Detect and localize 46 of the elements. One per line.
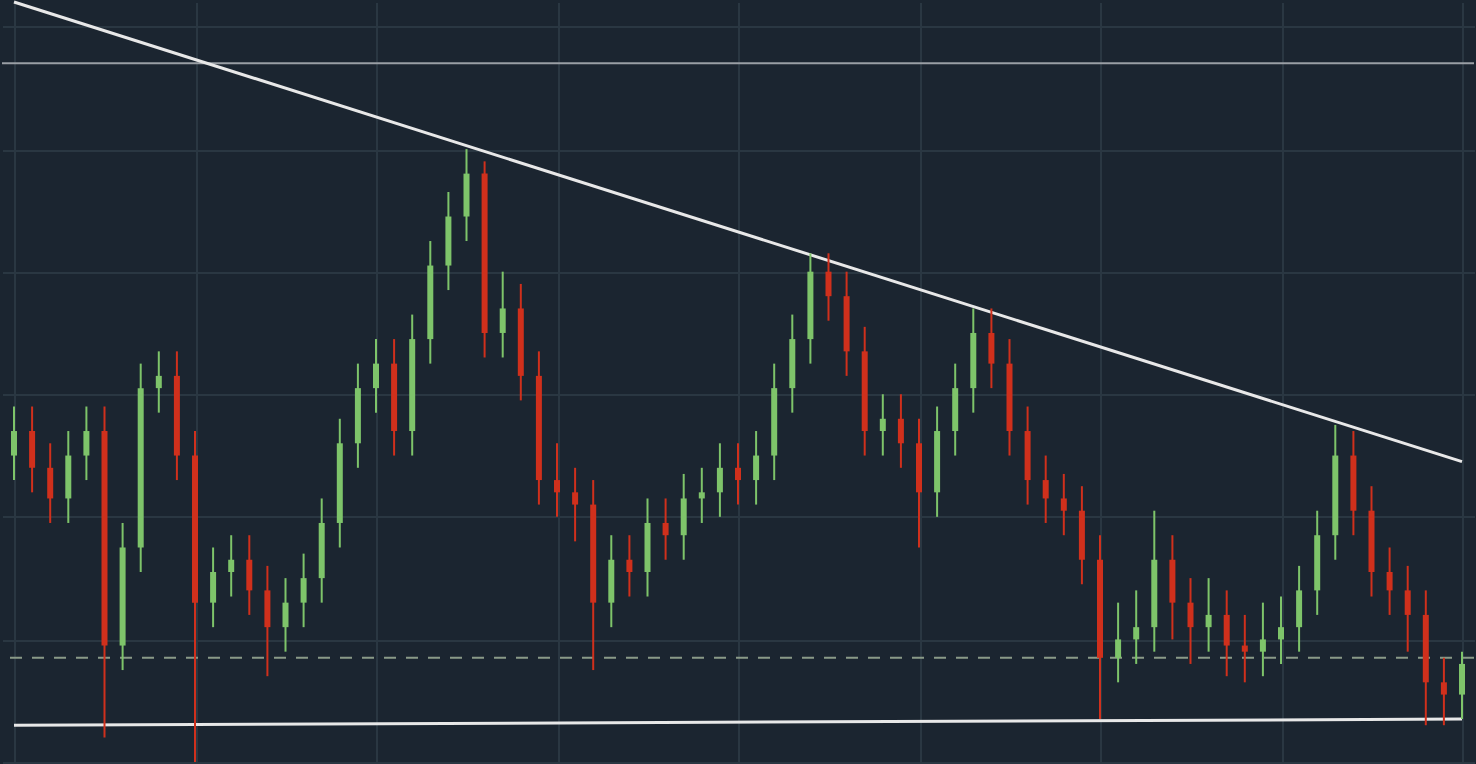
candlestick bbox=[753, 430, 760, 506]
candlestick bbox=[1440, 656, 1447, 727]
candlestick bbox=[300, 552, 307, 629]
candlestick bbox=[1241, 613, 1248, 684]
candlestick bbox=[554, 442, 560, 518]
candlestick bbox=[626, 534, 633, 598]
candlestick bbox=[1187, 577, 1194, 665]
candlestick bbox=[1115, 601, 1122, 684]
candlestick bbox=[246, 534, 253, 616]
candlestick bbox=[1223, 589, 1230, 678]
candlestick bbox=[1386, 546, 1393, 616]
candlestick bbox=[988, 307, 995, 390]
candlestick bbox=[1042, 454, 1049, 524]
candlestick bbox=[228, 534, 235, 598]
candlestick bbox=[879, 393, 886, 457]
candlestick bbox=[47, 442, 54, 524]
candlestick bbox=[11, 405, 17, 482]
candlestick bbox=[282, 577, 289, 653]
candlestick bbox=[952, 362, 959, 457]
candlestick bbox=[83, 405, 90, 482]
candlestick bbox=[499, 270, 506, 359]
candlestick bbox=[716, 442, 723, 518]
candlestick bbox=[1060, 472, 1067, 537]
candlestick bbox=[1296, 564, 1303, 653]
candlestick bbox=[1278, 595, 1284, 665]
candlestick bbox=[155, 350, 162, 414]
candlestick bbox=[1169, 534, 1176, 641]
candlestick bbox=[572, 466, 579, 543]
candlestick bbox=[735, 442, 741, 506]
candlestick bbox=[1459, 650, 1465, 721]
candlestick bbox=[1133, 589, 1140, 665]
candlestick bbox=[210, 546, 217, 629]
candlestick bbox=[264, 564, 271, 678]
candlestick bbox=[29, 405, 36, 494]
candlestick bbox=[662, 497, 669, 561]
candlestick bbox=[1205, 577, 1212, 653]
candlestick bbox=[373, 338, 379, 414]
candlestick bbox=[65, 430, 72, 524]
candlestick bbox=[825, 252, 832, 322]
candlestick bbox=[1404, 564, 1411, 653]
candlestick bbox=[698, 466, 705, 524]
candlestick bbox=[463, 148, 470, 243]
candlestick bbox=[608, 534, 615, 629]
candlestick bbox=[1259, 601, 1266, 678]
candlestick bbox=[897, 393, 904, 469]
candlestick bbox=[680, 472, 687, 561]
